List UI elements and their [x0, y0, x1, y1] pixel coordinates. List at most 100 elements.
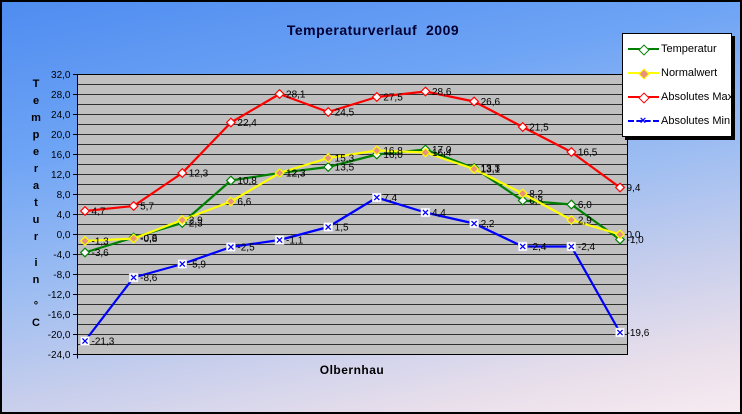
y-axis-title-char: m — [31, 112, 41, 124]
y-axis: 32,0 28,0 24,0 20,0 16,0 12,0 8,0 4,0 0,0 -4,0 -8,… — [48, 70, 78, 361]
y-axis-title-char: T — [32, 78, 40, 90]
legend-label-absolutes-min: Absolutes Min — [661, 115, 731, 127]
diamond-marker-icon — [468, 163, 480, 175]
x-marker-icon — [471, 220, 478, 227]
data-label: 17,0 — [432, 145, 452, 156]
data-label: 28,6 — [432, 87, 452, 98]
legend-swatch-normalwert — [628, 67, 659, 80]
diamond-marker-icon — [177, 214, 188, 226]
data-label: -1,1 — [286, 236, 304, 247]
data-label: 21,5 — [529, 123, 549, 134]
diamond-marker-icon — [225, 117, 237, 128]
data-label: 12,3 — [286, 169, 306, 180]
y-axis-title-char: r — [33, 163, 39, 175]
data-label: 4,4 — [432, 208, 446, 219]
legend-swatch-absolutes-max — [628, 91, 659, 104]
data-label: 7,4 — [383, 193, 397, 204]
diamond-marker-icon — [79, 235, 91, 247]
y-axis-title-char — [28, 289, 44, 298]
series-normalwert[interactable]: -1,3 -0,8 2,9 6,6 12,3 15,3 16,8 16,4 13,1 8,2 2,9… — [79, 145, 641, 248]
y-tick-label: 0,0 — [57, 230, 71, 241]
y-tick-label: 16,0 — [51, 150, 71, 161]
y-tick-label: -8,0 — [53, 270, 71, 281]
legend-item-temperatur[interactable]: Temperatur — [628, 37, 731, 61]
data-label: -1,3 — [92, 237, 110, 248]
legend-label-temperatur: Temperatur — [661, 43, 717, 55]
data-label: 16,4 — [432, 148, 452, 159]
data-label: -1,0 — [627, 235, 645, 246]
x-marker-icon — [422, 209, 429, 216]
data-label: 13,5 — [335, 163, 355, 174]
data-label: -2,4 — [578, 242, 596, 253]
legend-swatch-absolutes-min: × — [628, 115, 659, 127]
x-marker-icon — [325, 223, 332, 231]
x-marker-icon — [130, 274, 137, 281]
diamond-marker-icon — [79, 205, 91, 217]
x-marker-icon — [81, 337, 89, 345]
data-label: 16,0 — [383, 150, 403, 161]
y-axis-title-char: r — [33, 231, 39, 243]
y-tick-label: -12,0 — [48, 290, 71, 301]
data-label: 9,4 — [627, 183, 641, 194]
diamond-marker-icon — [517, 195, 528, 206]
data-label: -0,8 — [140, 234, 158, 245]
data-label: 15,3 — [335, 154, 355, 165]
diamond-marker-icon — [225, 175, 237, 186]
y-tick-label: -4,0 — [53, 250, 71, 261]
y-axis-title-char — [28, 246, 44, 255]
data-label: 24,5 — [335, 108, 355, 119]
diamond-marker-icon — [79, 247, 91, 258]
diamond-marker-icon — [517, 188, 528, 199]
y-axis-title-char: i — [34, 257, 38, 269]
series-absolutes-max[interactable]: 4,7 5,7 12,3 22,4 28,1 24,5 27,5 28,6 26,6 21,5 16… — [79, 86, 641, 218]
data-label: -8,6 — [140, 273, 158, 284]
diamond-marker-icon — [371, 91, 382, 103]
y-axis-title-char: a — [32, 180, 40, 192]
x-marker-icon — [616, 329, 624, 336]
y-axis-title-char: n — [32, 274, 40, 286]
legend-swatch-temperatur — [628, 43, 659, 56]
x-marker-icon — [179, 260, 186, 268]
legend-item-normalwert[interactable]: Normalwert — [628, 61, 731, 85]
diamond-marker-icon — [566, 214, 577, 226]
data-label: -3,6 — [92, 248, 110, 259]
diamond-marker-icon — [614, 182, 626, 193]
diamond-marker-icon — [614, 229, 626, 240]
y-tick-label: 32,0 — [51, 70, 71, 81]
diamond-marker-icon — [128, 233, 139, 244]
data-label: 0,0 — [627, 230, 641, 241]
diamond-marker-icon — [468, 96, 480, 107]
diamond-marker-icon — [128, 200, 139, 212]
legend: Temperatur Normalwert Absolutes Max × Ab… — [622, 33, 733, 137]
data-label: 4,7 — [92, 207, 106, 218]
diamond-marker-icon — [274, 167, 285, 179]
legend-item-absolutes-max[interactable]: Absolutes Max — [628, 85, 733, 109]
y-tick-label: -24,0 — [48, 350, 71, 361]
legend-item-absolutes-min[interactable]: × Absolutes Min — [628, 109, 731, 133]
data-label: 2,3 — [189, 219, 203, 230]
y-axis-title-char: p — [32, 129, 40, 141]
data-label: 10,8 — [237, 176, 257, 187]
x-marker-icon — [227, 243, 234, 251]
diamond-marker-icon — [225, 196, 237, 207]
y-axis-title-char: e — [32, 95, 40, 107]
data-label: 26,6 — [481, 97, 501, 108]
series-temperatur[interactable]: -3,6-0,62,310,812,313,516,0 17,013,36,8 6,… — [79, 144, 645, 259]
y-tick-label: 12,0 — [51, 170, 71, 181]
data-label: 2,9 — [578, 216, 592, 227]
series-absolutes-min[interactable]: -21,3 -8,6 -5,9 -2,5 -1,1 1,5 7,4 4,4 2,2 -2,4 -2,… — [80, 192, 650, 348]
diamond-marker-icon — [371, 145, 382, 156]
y-tick-label: 28,0 — [51, 90, 71, 101]
diamond-marker-icon — [323, 152, 334, 164]
data-label: -5,9 — [189, 260, 207, 271]
data-label: 6,0 — [578, 200, 592, 211]
diamond-marker-icon — [323, 106, 334, 118]
y-axis-title-char: C — [32, 317, 40, 329]
y-tick-label: -20,0 — [48, 330, 71, 341]
y-axis-title-char: e — [32, 146, 40, 158]
data-label: 8,2 — [529, 189, 543, 200]
